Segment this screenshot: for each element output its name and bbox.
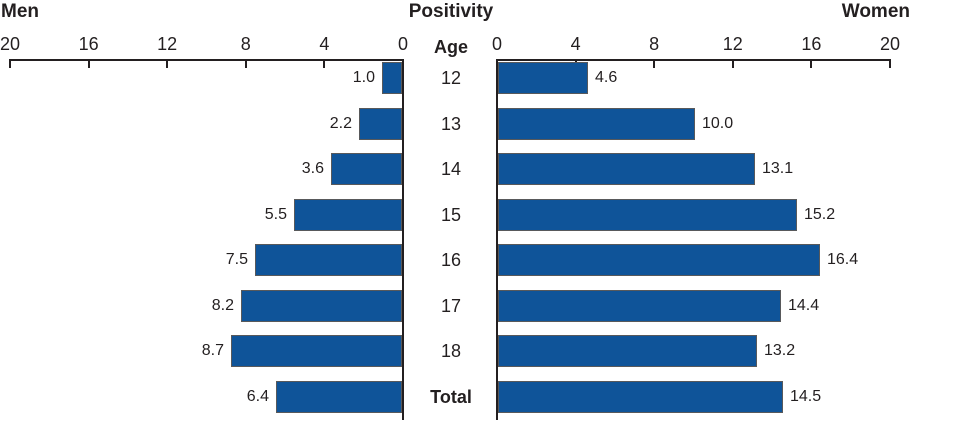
men-axis-tick-label: 8 [240,34,251,54]
men-value-label: 2.2 [329,115,352,132]
women-value-label: 14.5 [790,388,822,405]
age-axis-header: Age [433,37,469,57]
men-value-label: 8.2 [211,297,234,314]
women-bar-14 [498,153,755,185]
women-axis-tick-label: 8 [649,34,660,54]
age-label-16: 16 [440,250,462,270]
women-axis-tick [653,59,656,68]
women-value-label: 4.6 [595,69,618,86]
women-bar-18 [498,335,757,367]
women-axis-tick-label: 12 [722,34,743,54]
men-value-label: 3.6 [301,160,324,177]
men-bar-17 [241,290,402,322]
men-axis-tick-label: 12 [157,34,178,54]
women-axis-tick-label: 4 [570,34,581,54]
women-bar-Total [498,381,783,413]
women-axis-tick [889,59,891,68]
women-value-label: 16.4 [827,251,859,268]
men-axis-tick [323,59,326,68]
age-label-17: 17 [440,296,462,316]
age-label-Total: Total [430,387,472,407]
women-axis-tick [731,59,734,68]
age-label-13: 13 [440,114,462,134]
women-value-label: 15.2 [804,206,836,223]
men-bar-Total [276,381,402,413]
age-label-14: 14 [440,159,462,179]
men-bar-18 [231,335,402,367]
men-axis-tick [87,59,90,68]
men-bar-14 [331,153,402,185]
men-axis-tick-label: 0 [397,34,409,54]
chart-title: Positivity [408,1,494,22]
women-bar-16 [498,244,820,276]
men-axis-tick [9,59,11,68]
women-axis-baseline [496,59,498,420]
men-axis-tick [244,59,247,68]
women-axis-line [496,59,890,61]
men-value-label: 6.4 [246,388,269,405]
women-value-label: 14.4 [788,297,820,314]
women-value-label: 13.1 [762,160,794,177]
men-bar-15 [294,199,402,231]
women-axis-tick-label: 16 [801,34,822,54]
women-bar-15 [498,199,797,231]
men-axis-tick-label: 20 [0,34,21,54]
men-bar-13 [359,108,402,140]
men-axis-tick-label: 4 [319,34,330,54]
age-label-12: 12 [440,68,462,88]
men-bar-16 [255,244,402,276]
women-bar-13 [498,108,695,140]
women-series-title: Women [841,1,910,22]
women-axis-tick-label: 20 [879,34,901,54]
women-value-label: 10.0 [702,115,734,132]
men-axis-tick-label: 16 [78,34,99,54]
men-axis-baseline [402,59,404,420]
men-axis-tick [166,59,169,68]
women-bar-17 [498,290,781,322]
men-value-label: 1.0 [352,69,375,86]
men-value-label: 5.5 [264,206,287,223]
age-label-18: 18 [440,341,462,361]
women-axis-tick-label: 0 [491,34,503,54]
age-label-15: 15 [440,205,462,225]
women-value-label: 13.2 [764,342,796,359]
women-bar-12 [498,62,588,94]
men-axis-line [10,59,404,61]
men-value-label: 7.5 [225,251,248,268]
women-axis-tick [810,59,813,68]
men-series-title: Men [1,1,39,22]
men-bar-12 [382,62,402,94]
men-value-label: 8.7 [201,342,224,359]
